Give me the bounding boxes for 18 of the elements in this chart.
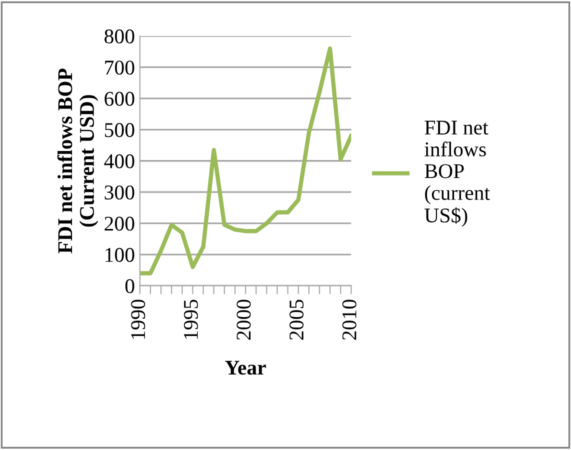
x-tick-label: 1995 xyxy=(184,300,198,339)
x-tick-label: 2005 xyxy=(290,300,304,340)
x-axis-title: Year xyxy=(225,360,266,375)
x-tick-label: 2000 xyxy=(236,300,251,340)
y-tick-label: 100 xyxy=(106,248,134,262)
y-tick-label: 200 xyxy=(104,216,134,231)
x-tick-label: 2010 xyxy=(342,300,356,340)
y-tick-label: 600 xyxy=(104,92,134,106)
y-tick-label: 800 xyxy=(104,29,134,44)
y-tick-label: 700 xyxy=(105,60,134,75)
line-series xyxy=(140,46,352,276)
x-tick-label: 1990 xyxy=(131,300,146,339)
y-tick-label: 500 xyxy=(104,123,134,138)
y-tick-label: 300 xyxy=(104,185,134,200)
y-axis-title: FDI net inflows BOP (Current USD) xyxy=(57,68,98,254)
legend-label: FDI net inflows BOP (current US$) xyxy=(424,120,490,227)
y-tick-label: 0 xyxy=(125,279,134,294)
y-tick-label: 400 xyxy=(104,154,134,168)
